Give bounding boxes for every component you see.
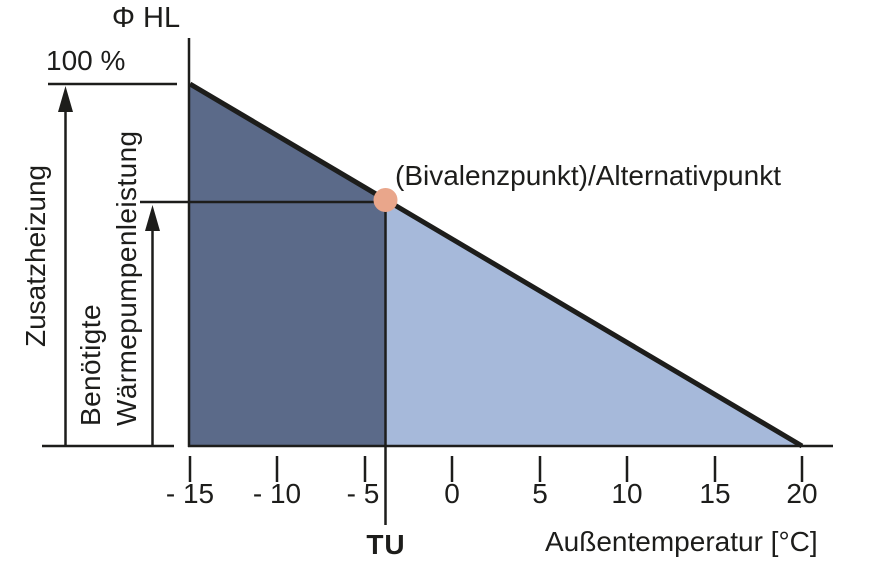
- x-tick-label-0: 0: [444, 478, 460, 509]
- zusatzheizung-arrowhead-icon: [58, 86, 73, 112]
- y-axis-title: Φ HL: [111, 2, 181, 34]
- benoetigte-label-line2: Wärmepumpenleistung: [111, 130, 142, 426]
- benoetigte-waermepumpenleistung-label: Benötigte Wärmepumpenleistung: [73, 112, 145, 426]
- x-tick-label-5: 5: [532, 478, 548, 509]
- x-tick-label-10: 10: [611, 478, 643, 509]
- bivalence-point-marker: [373, 188, 398, 212]
- heating-demand-line: [188, 81, 804, 449]
- waermepumpenleistung-arrowhead-icon: [145, 205, 160, 231]
- x-tick-label-15: 15: [699, 478, 731, 509]
- x-tick-label-minus10: - 10: [252, 478, 302, 509]
- bivalence-point-label: (Bivalenzpunkt)/Alternativpunkt: [395, 160, 781, 191]
- region-dark-below-bivalence: [190, 84, 386, 445]
- x-axis-title: Außentemperatur [°C]: [545, 526, 818, 557]
- y-max-label: 100 %: [46, 45, 126, 76]
- x-tick-label-minus5: - 5: [346, 478, 380, 509]
- benoetigte-label-line1: Benötigte: [75, 304, 106, 426]
- x-tick-label-minus15: - 15: [165, 478, 215, 509]
- zusatzheizung-label: Zusatzheizung: [20, 164, 51, 347]
- tu-marker-label: TU: [366, 529, 406, 560]
- x-tick-label-20: 20: [786, 478, 818, 509]
